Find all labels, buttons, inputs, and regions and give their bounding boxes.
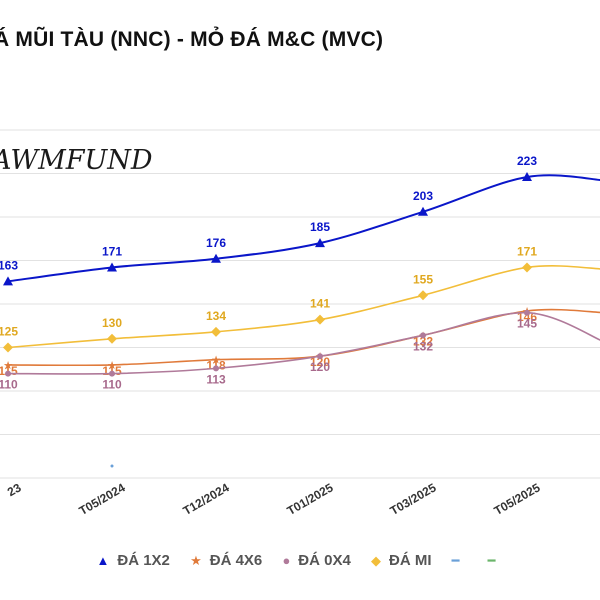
triangle-icon: ▲: [96, 553, 110, 568]
data-label: 171: [102, 244, 122, 258]
data-label: 141: [310, 297, 330, 311]
data-label: 120: [310, 360, 330, 374]
star-icon: ★: [190, 553, 202, 568]
star-marker: ★: [211, 355, 221, 367]
diamond-marker: [315, 314, 325, 325]
circle-marker: [109, 370, 115, 377]
diamond-marker: [107, 333, 117, 344]
x-tick-label: T12/2024: [181, 480, 232, 518]
triangle-marker: [107, 262, 117, 272]
triangle-marker: [315, 238, 325, 248]
data-label: 223: [517, 154, 537, 168]
star-marker: ★: [107, 360, 117, 372]
data-label: 163: [0, 258, 18, 272]
legend-item-da-0x4[interactable]: ● ĐÁ 0X4: [282, 552, 350, 569]
diamond-marker: [522, 262, 532, 273]
legend-label: ĐÁ MI: [389, 552, 432, 569]
triangle-marker: [418, 206, 428, 216]
data-label: 176: [206, 236, 226, 250]
x-tick-label: T05/2025: [492, 480, 543, 518]
data-label: 155: [413, 272, 433, 286]
data-label: 130: [102, 316, 122, 330]
circle-marker: [317, 353, 323, 360]
data-label: 125: [0, 325, 18, 339]
x-tick-label: T05/2024: [77, 480, 128, 518]
data-label: 110: [102, 378, 122, 392]
dash-icon: ━: [487, 553, 496, 568]
data-label: 145: [517, 317, 537, 331]
legend-item-extra-2[interactable]: ━: [488, 552, 504, 569]
circle-marker: [213, 365, 219, 372]
stray-point: [110, 464, 114, 468]
diamond-icon: ◆: [371, 553, 381, 568]
circle-icon: ●: [282, 553, 291, 568]
watermark-text: AWMFUND: [0, 145, 153, 176]
chart-title: Á MŨI TÀU (NNC) - MỎ ĐÁ M&C (MVC): [0, 28, 384, 51]
circle-marker: [524, 309, 530, 316]
data-label: 132: [413, 334, 433, 348]
diamond-marker: [418, 290, 428, 301]
series-line: [7, 265, 600, 349]
dash-icon: ━: [451, 553, 460, 568]
diamond-marker: [3, 342, 13, 353]
legend-label: ĐÁ 1X2: [117, 552, 170, 569]
x-tick-label: 23: [5, 480, 24, 499]
x-tick-label: T03/2025: [388, 480, 439, 518]
circle-marker: [5, 370, 11, 377]
data-label: 113: [206, 372, 226, 386]
legend-item-da-4x6[interactable]: ★ ĐÁ 4X6: [190, 552, 262, 569]
diamond-marker: [211, 326, 221, 337]
data-label: 132: [413, 339, 433, 353]
legend-label: ĐÁ 4X6: [209, 552, 263, 569]
triangle-marker: [211, 253, 221, 263]
data-label: 134: [206, 309, 226, 323]
data-label: 185: [310, 220, 330, 234]
data-label: 203: [413, 189, 433, 203]
data-label: 110: [0, 378, 18, 392]
series-line: [7, 174, 600, 283]
legend-label: ĐÁ 0X4: [298, 552, 351, 569]
legend-item-extra-1[interactable]: ━: [452, 552, 468, 569]
data-label: 171: [517, 244, 537, 258]
legend-item-da-1x2[interactable]: ▲ ĐÁ 1X2: [97, 552, 170, 569]
series-line: [7, 308, 600, 367]
triangle-marker: [522, 171, 532, 181]
x-tick-label: T01/2025: [285, 480, 336, 518]
star-marker: ★: [3, 360, 13, 372]
triangle-marker: [3, 276, 13, 286]
legend: ▲ ĐÁ 1X2 ★ ĐÁ 4X6 ● ĐÁ 0X4 ◆ ĐÁ MI ━ ━: [0, 552, 600, 569]
circle-marker: [420, 332, 426, 339]
data-label: 120: [310, 355, 330, 369]
legend-item-da-mi[interactable]: ◆ ĐÁ MI: [371, 552, 432, 569]
